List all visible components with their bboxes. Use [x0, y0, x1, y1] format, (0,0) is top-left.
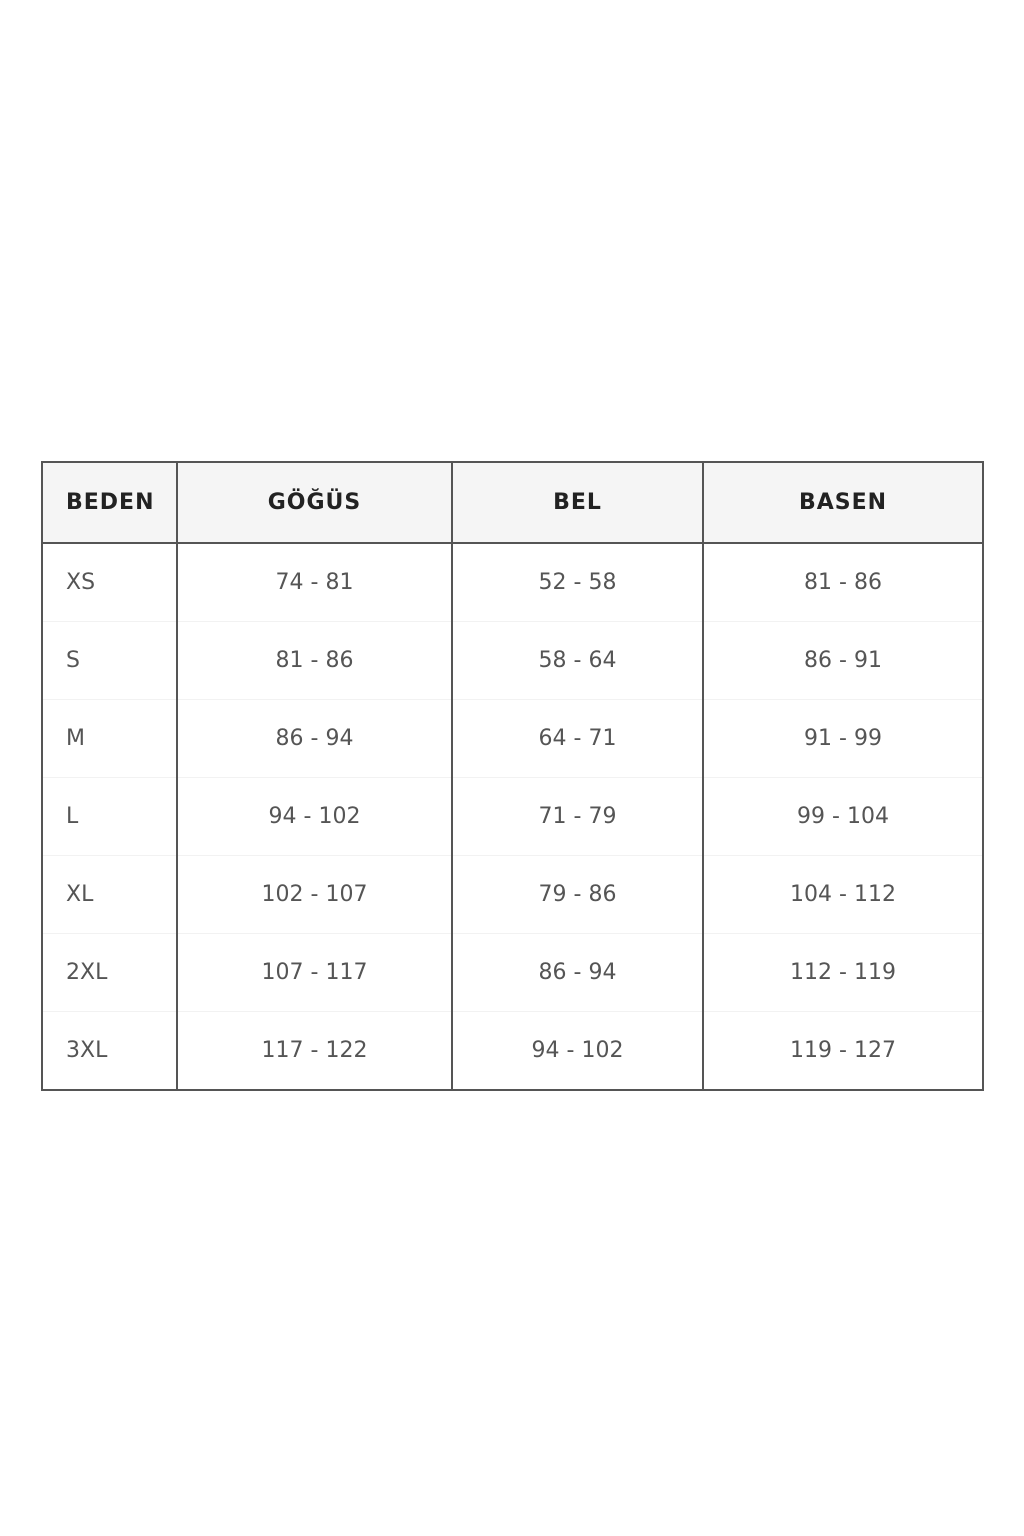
cell-size: S	[42, 621, 177, 700]
table-row: L 94 - 102 71 - 79 99 - 104	[42, 777, 983, 856]
cell-size: 3XL	[42, 1011, 177, 1090]
table-row: 2XL 107 - 117 86 - 94 112 - 119	[42, 933, 983, 1012]
cell-hip: 99 - 104	[702, 777, 983, 856]
header-basen: BASEN	[702, 462, 983, 544]
cell-waist: 94 - 102	[451, 1011, 703, 1090]
cell-chest: 94 - 102	[176, 777, 452, 856]
cell-hip: 81 - 86	[702, 543, 983, 622]
table-row: XL 102 - 107 79 - 86 104 - 112	[42, 855, 983, 934]
cell-waist: 64 - 71	[451, 699, 703, 778]
cell-size: L	[42, 777, 177, 856]
cell-size: XS	[66, 570, 96, 595]
cell-chest: 117 - 122	[176, 1011, 452, 1090]
cell-hip: 104 - 112	[702, 855, 983, 934]
cell-chest: 102 - 107	[176, 855, 452, 934]
cell-waist: 86 - 94	[451, 933, 703, 1012]
cell-size: M	[42, 699, 177, 778]
cell-hip: 119 - 127	[702, 1011, 983, 1090]
table-row: M 86 - 94 64 - 71 91 - 99	[42, 699, 983, 778]
header-gogus: GÖĞÜS	[176, 462, 452, 544]
size-chart-table: BEDEN GÖĞÜS BEL BASEN XS 74 - 81 52 - 58 81…	[41, 461, 984, 1091]
table-row: S 81 - 86 58 - 64 86 - 91	[42, 621, 983, 700]
cell-chest: 86 - 94	[176, 699, 452, 778]
cell-hip: 112 - 119	[702, 933, 983, 1012]
cell-waist: 71 - 79	[451, 777, 703, 856]
header-bel: BEL	[451, 462, 703, 544]
cell-size: XL	[42, 855, 177, 934]
cell-chest: 107 - 117	[176, 933, 452, 1012]
cell-chest: 81 - 86	[176, 621, 452, 700]
cell-hip: 91 - 99	[702, 699, 983, 778]
cell-size: 2XL	[42, 933, 177, 1012]
header-beden: BEDEN	[42, 462, 177, 544]
header-row: BEDEN GÖĞÜS BEL BASEN	[42, 462, 983, 544]
cell-waist: 52 - 58	[451, 543, 703, 622]
table-row: XS 74 - 81 52 - 58 81 - 86	[42, 543, 983, 622]
cell-waist: 79 - 86	[451, 855, 703, 934]
table-row: 3XL 117 - 122 94 - 102 119 - 127	[42, 1011, 983, 1090]
cell-chest: 74 - 81	[176, 543, 452, 622]
cell-hip: 86 - 91	[702, 621, 983, 700]
cell-waist: 58 - 64	[451, 621, 703, 700]
